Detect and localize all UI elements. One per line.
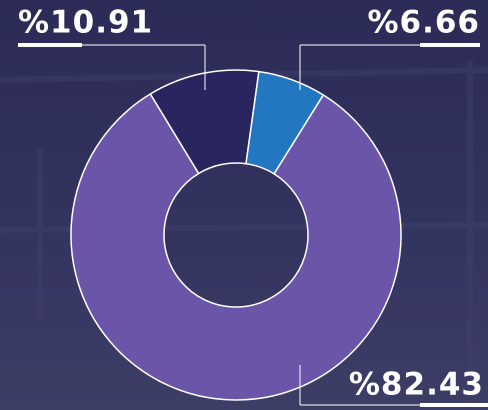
- value-label: %82.43: [349, 367, 484, 403]
- value-label: %10.91: [18, 5, 153, 41]
- chart: %10.91 %6.66 %82.43: [0, 0, 488, 410]
- value-label: %6.66: [367, 5, 480, 41]
